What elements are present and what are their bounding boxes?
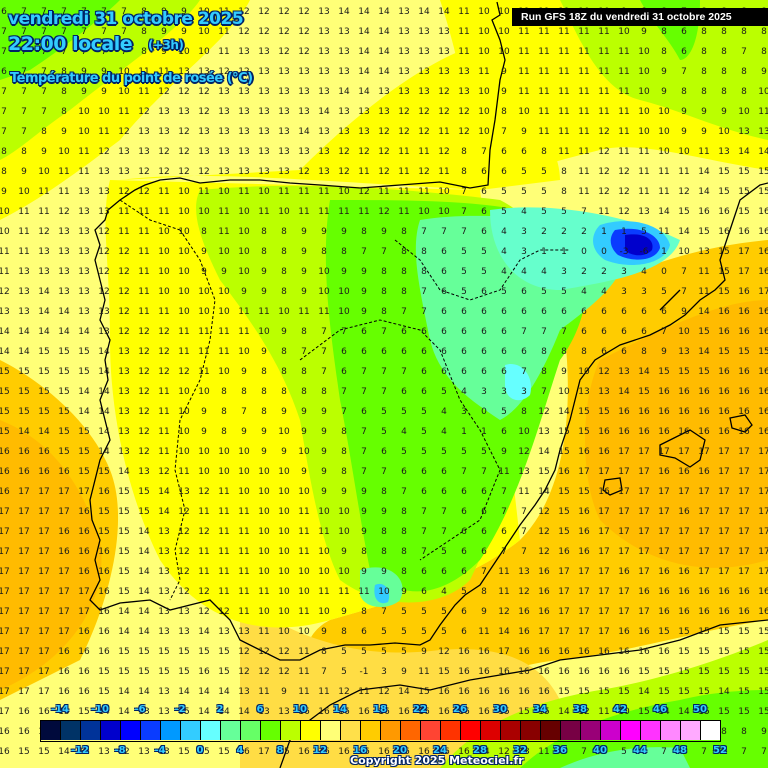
legend-label-top: 42 (613, 704, 627, 715)
coastlines (89, 1, 768, 768)
legend-label-top: 10 (293, 704, 307, 715)
legend-label-top: 38 (573, 704, 587, 715)
legend-label-bottom: 28 (473, 745, 487, 756)
legend-swatch (601, 721, 621, 740)
forecast-offset: (+3h) (148, 38, 184, 52)
legend-label-top: 2 (216, 704, 224, 715)
legend-label-bottom: 12 (313, 745, 327, 756)
legend-label-bottom: 48 (673, 745, 687, 756)
legend-swatch (341, 721, 361, 740)
legend-swatch (661, 721, 681, 740)
legend-label-bottom: 36 (553, 745, 567, 756)
legend-label-bottom: -4 (154, 745, 166, 756)
legend-swatch (361, 721, 381, 740)
legend-label-bottom: 40 (593, 745, 607, 756)
legend-swatch (161, 721, 181, 740)
legend-swatch (421, 721, 441, 740)
legend-label-bottom: 8 (276, 745, 284, 756)
copyright-text: Copyright 2025 Meteociel.fr (350, 754, 524, 767)
legend-swatch (681, 721, 701, 740)
legend-swatch (101, 721, 121, 740)
legend-label-bottom: 52 (713, 745, 727, 756)
legend-swatch (621, 721, 641, 740)
legend-swatch (441, 721, 461, 740)
legend-swatch (41, 721, 61, 740)
legend-swatch (81, 721, 101, 740)
legend-swatch (121, 721, 141, 740)
legend-swatch (141, 721, 161, 740)
forecast-time: 22:00 locale (8, 33, 133, 55)
legend-swatch (521, 721, 541, 740)
legend-swatch (201, 721, 221, 740)
legend-label-bottom: 32 (513, 745, 527, 756)
legend-swatch (401, 721, 421, 740)
parameter-title: Température du point de rosée (°C) (10, 71, 253, 86)
legend-label-top: 34 (533, 704, 547, 715)
legend-swatch (181, 721, 201, 740)
legend-swatch (641, 721, 661, 740)
legend-label-top: 46 (653, 704, 667, 715)
legend-label-top: 18 (373, 704, 387, 715)
legend-label-bottom: 4 (236, 745, 244, 756)
color-scale-legend (40, 720, 721, 742)
legend-label-bottom: 24 (433, 745, 447, 756)
legend-label-bottom: -8 (114, 745, 126, 756)
legend-swatch (561, 721, 581, 740)
legend-label-bottom: 0 (196, 745, 204, 756)
legend-swatch (321, 721, 341, 740)
legend-swatch (381, 721, 401, 740)
legend-label-top: 26 (453, 704, 467, 715)
legend-label-top: -10 (90, 704, 110, 715)
legend-swatch (281, 721, 301, 740)
run-banner: Run GFS 18Z du vendredi 31 octobre 2025 (512, 8, 768, 26)
legend-label-bottom: 44 (633, 745, 647, 756)
legend-swatch (581, 721, 601, 740)
legend-swatch (461, 721, 481, 740)
forecast-date: vendredi 31 octobre 2025 (8, 9, 244, 29)
legend-label-top: -14 (50, 704, 70, 715)
legend-label-bottom: -12 (70, 745, 90, 756)
legend-swatch (501, 721, 521, 740)
legend-label-bottom: 20 (393, 745, 407, 756)
legend-label-top: 50 (693, 704, 707, 715)
legend-swatch (481, 721, 501, 740)
legend-label-top: 22 (413, 704, 427, 715)
legend-label-top: -6 (134, 704, 146, 715)
legend-swatch (301, 721, 321, 740)
legend-swatch (541, 721, 561, 740)
legend-label-top: 14 (333, 704, 347, 715)
legend-label-top: 30 (493, 704, 507, 715)
legend-label-bottom: 16 (353, 745, 367, 756)
legend-swatch (61, 721, 81, 740)
legend-label-top: 6 (256, 704, 264, 715)
legend-swatch (701, 721, 720, 740)
legend-label-top: -2 (174, 704, 186, 715)
legend-swatch (221, 721, 241, 740)
legend-swatch (261, 721, 281, 740)
borders (119, 199, 570, 601)
legend-swatch (241, 721, 261, 740)
